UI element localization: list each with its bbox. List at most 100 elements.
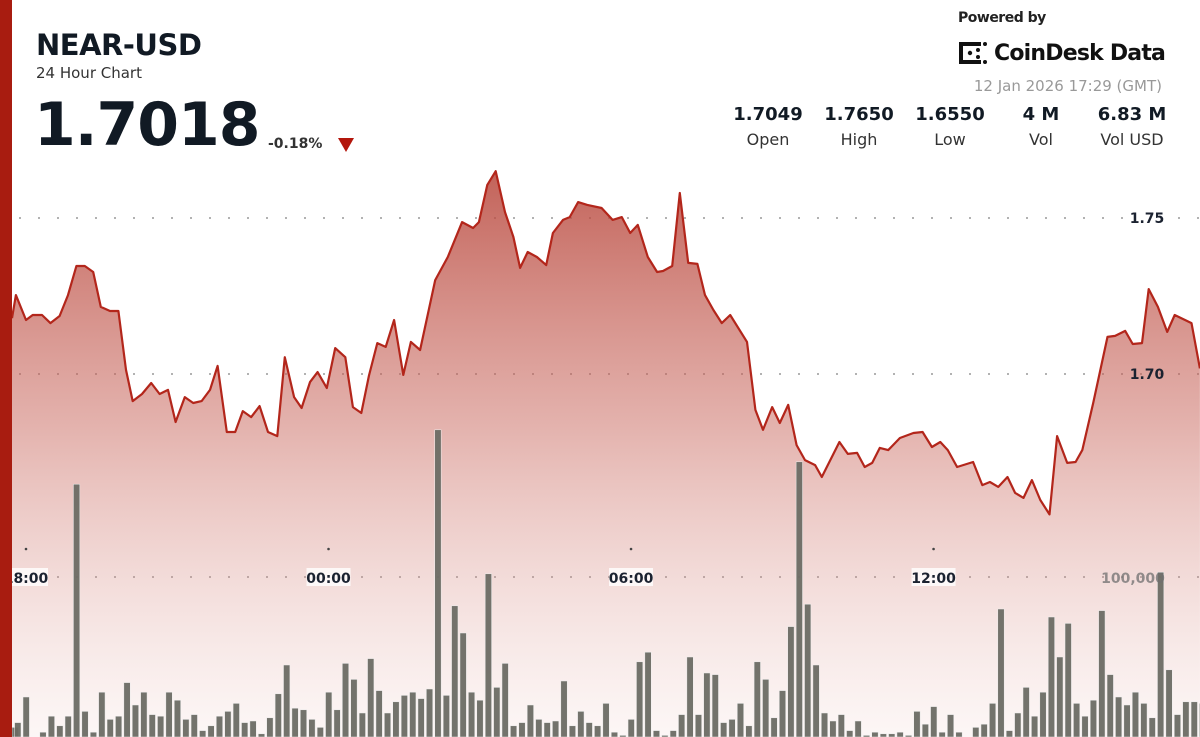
volume-bar bbox=[47, 715, 55, 737]
volume-bar bbox=[484, 573, 492, 737]
volume-bar bbox=[1081, 715, 1089, 737]
grid-dot bbox=[969, 217, 971, 219]
volume-bar bbox=[1064, 623, 1072, 737]
volume-bar bbox=[896, 731, 904, 737]
volume-bar bbox=[770, 717, 778, 737]
logo-text: CoinDesk Data bbox=[994, 40, 1166, 66]
volume-bar bbox=[669, 730, 677, 737]
stat-low: 1.6550 Low bbox=[900, 104, 1000, 149]
volume-bar bbox=[728, 719, 736, 737]
volume-bar bbox=[779, 690, 786, 737]
volume-bar bbox=[552, 720, 560, 737]
grid-dot bbox=[893, 373, 895, 375]
volume-bars bbox=[11, 429, 1200, 737]
price-change: -0.18% bbox=[268, 136, 323, 152]
x-tick-label: 12:00 bbox=[911, 571, 956, 587]
grid-dot bbox=[798, 373, 800, 375]
volume-bar bbox=[1190, 701, 1198, 737]
volume-bar bbox=[711, 674, 719, 737]
y-tick-label: 1.75 bbox=[1130, 211, 1165, 227]
volume-bar bbox=[577, 711, 585, 737]
volume-bar bbox=[358, 712, 366, 737]
volume-bar bbox=[955, 731, 963, 737]
volume-bar bbox=[325, 691, 333, 737]
grid-dot bbox=[152, 373, 154, 375]
volume-bar bbox=[182, 719, 190, 737]
grid-dot bbox=[760, 217, 762, 219]
volume-bar bbox=[989, 703, 997, 737]
timestamp: 12 Jan 2026 17:29 (GMT) bbox=[973, 77, 1162, 95]
grid-dot bbox=[95, 217, 97, 219]
grid-dot bbox=[798, 217, 800, 219]
grid-dot bbox=[627, 217, 629, 219]
grid-dot bbox=[665, 217, 667, 219]
stat-value: 6.83 M bbox=[1097, 104, 1167, 125]
volume-bar bbox=[997, 608, 1005, 737]
volume-bar bbox=[216, 715, 223, 737]
volume-bar bbox=[560, 680, 568, 737]
x-tick-mark bbox=[24, 547, 28, 551]
grid-dot bbox=[475, 217, 477, 219]
stat-label: Open bbox=[746, 130, 790, 149]
grid-dot bbox=[361, 217, 363, 219]
volume-bar bbox=[1014, 712, 1022, 737]
volume-bar bbox=[199, 730, 207, 737]
x-tick-mark bbox=[629, 547, 633, 551]
volume-bar bbox=[274, 693, 282, 737]
grid-dot bbox=[513, 217, 515, 219]
grid-dot bbox=[304, 373, 306, 375]
volume-bar bbox=[737, 703, 744, 737]
volume-bar bbox=[426, 688, 434, 737]
grid-dot bbox=[437, 217, 439, 219]
stat-high: 1.7650 High bbox=[809, 104, 909, 149]
grid-dot bbox=[57, 217, 59, 219]
stat-label: Vol USD bbox=[1100, 130, 1164, 149]
grid-dot bbox=[779, 217, 781, 219]
volume-bar bbox=[568, 725, 576, 737]
coindesk-logo-icon bbox=[959, 42, 987, 64]
volume-bar bbox=[535, 719, 543, 737]
stat-vol: 4 M Vol bbox=[991, 104, 1091, 149]
volume-bar bbox=[39, 731, 47, 737]
current-price: 1.7018 bbox=[34, 90, 261, 160]
grid-dot bbox=[931, 373, 933, 375]
volume-bar bbox=[1022, 687, 1030, 737]
volume-bar bbox=[1123, 704, 1131, 737]
volume-bar bbox=[400, 695, 408, 737]
volume-bar bbox=[846, 730, 854, 737]
axis-labels: 18:00 00:00 06:00 12:00 1.75 1.70 100,000 bbox=[4, 208, 1168, 587]
grid-dot bbox=[304, 217, 306, 219]
volume-bar bbox=[106, 719, 114, 737]
volume-bar bbox=[367, 658, 375, 737]
volume-bar bbox=[316, 727, 324, 737]
grid-dot bbox=[247, 217, 249, 219]
volume-bar bbox=[1174, 714, 1181, 737]
volume-bar bbox=[56, 725, 64, 737]
stat-value: 4 M bbox=[1022, 104, 1060, 125]
volume-bar bbox=[123, 682, 131, 737]
volume-bar bbox=[661, 735, 669, 737]
volume-bar bbox=[1165, 669, 1173, 737]
grid-dot bbox=[969, 373, 971, 375]
grid-dot bbox=[1197, 217, 1199, 219]
volume-bar bbox=[636, 661, 644, 737]
grid-dot bbox=[741, 217, 743, 219]
grid-dot bbox=[931, 217, 933, 219]
volume-bar bbox=[241, 722, 249, 737]
x-label-bg bbox=[306, 568, 351, 586]
grid-dot bbox=[133, 373, 135, 375]
grid-dot bbox=[912, 373, 914, 375]
grid-dot bbox=[209, 217, 211, 219]
coindesk-data-logo[interactable]: CoinDesk Data bbox=[958, 40, 1166, 66]
volume-bar bbox=[947, 714, 955, 737]
volume-bar bbox=[266, 717, 274, 737]
stat-label: Low bbox=[934, 130, 966, 149]
grid-dot bbox=[323, 217, 325, 219]
stat-label: High bbox=[840, 130, 878, 149]
volume-bar bbox=[762, 679, 770, 737]
grid-dot bbox=[171, 217, 173, 219]
grid-dot bbox=[171, 373, 173, 375]
grid-dot bbox=[1026, 217, 1028, 219]
volume-bar bbox=[753, 661, 761, 737]
volume-bar bbox=[543, 722, 551, 737]
